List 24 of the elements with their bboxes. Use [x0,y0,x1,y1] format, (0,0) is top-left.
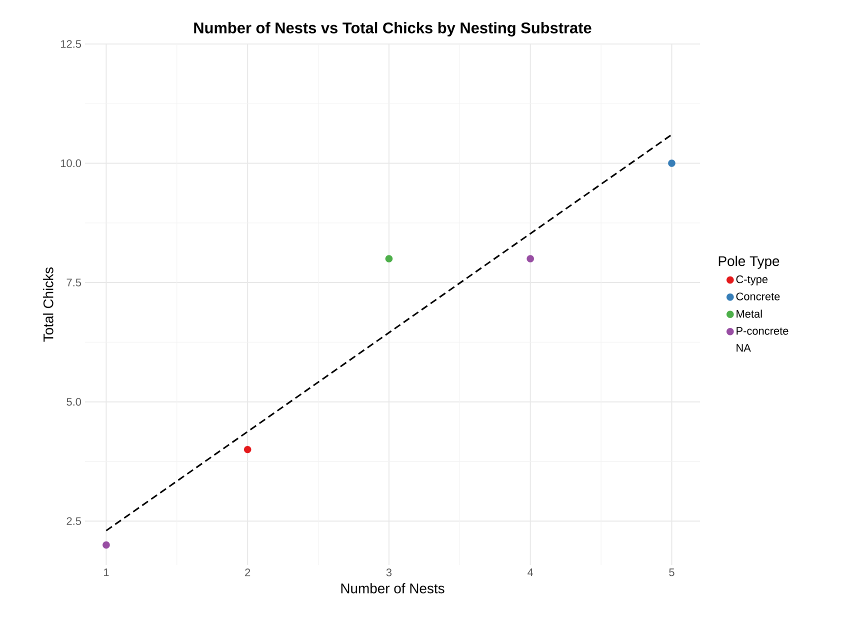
point [526,255,534,262]
y-tick-label: 10.0 [60,159,82,168]
point [668,160,676,167]
text: NA [736,344,751,352]
chart-title: Number of Nests vs Total Chicks by Nesting Substrate [194,22,592,36]
point [244,446,252,454]
y-axis-title: Total Chicks [43,267,54,342]
legend-label: Concrete [736,292,780,300]
x-axis-title: Number of Nests [341,583,444,594]
y-tick-label: 5.0 [66,398,82,406]
x-tick-label: 4 [528,568,534,576]
point [102,541,110,549]
x-tick-label: 5 [669,568,674,576]
legend-label: Metal [736,310,762,318]
x-tick-label: 2 [245,568,250,576]
y-tick-label: 7.5 [66,278,82,286]
y-tick-label: 12.5 [60,40,82,48]
legend-label: C-type [736,275,768,286]
x-tick-label: 1 [104,568,109,576]
y-tick-label: 2.5 [66,517,82,525]
legend-label: P-concrete [736,327,788,335]
x-tick-label: 3 [386,568,392,576]
legend-title: Pole Type [718,256,780,269]
point [385,255,393,262]
